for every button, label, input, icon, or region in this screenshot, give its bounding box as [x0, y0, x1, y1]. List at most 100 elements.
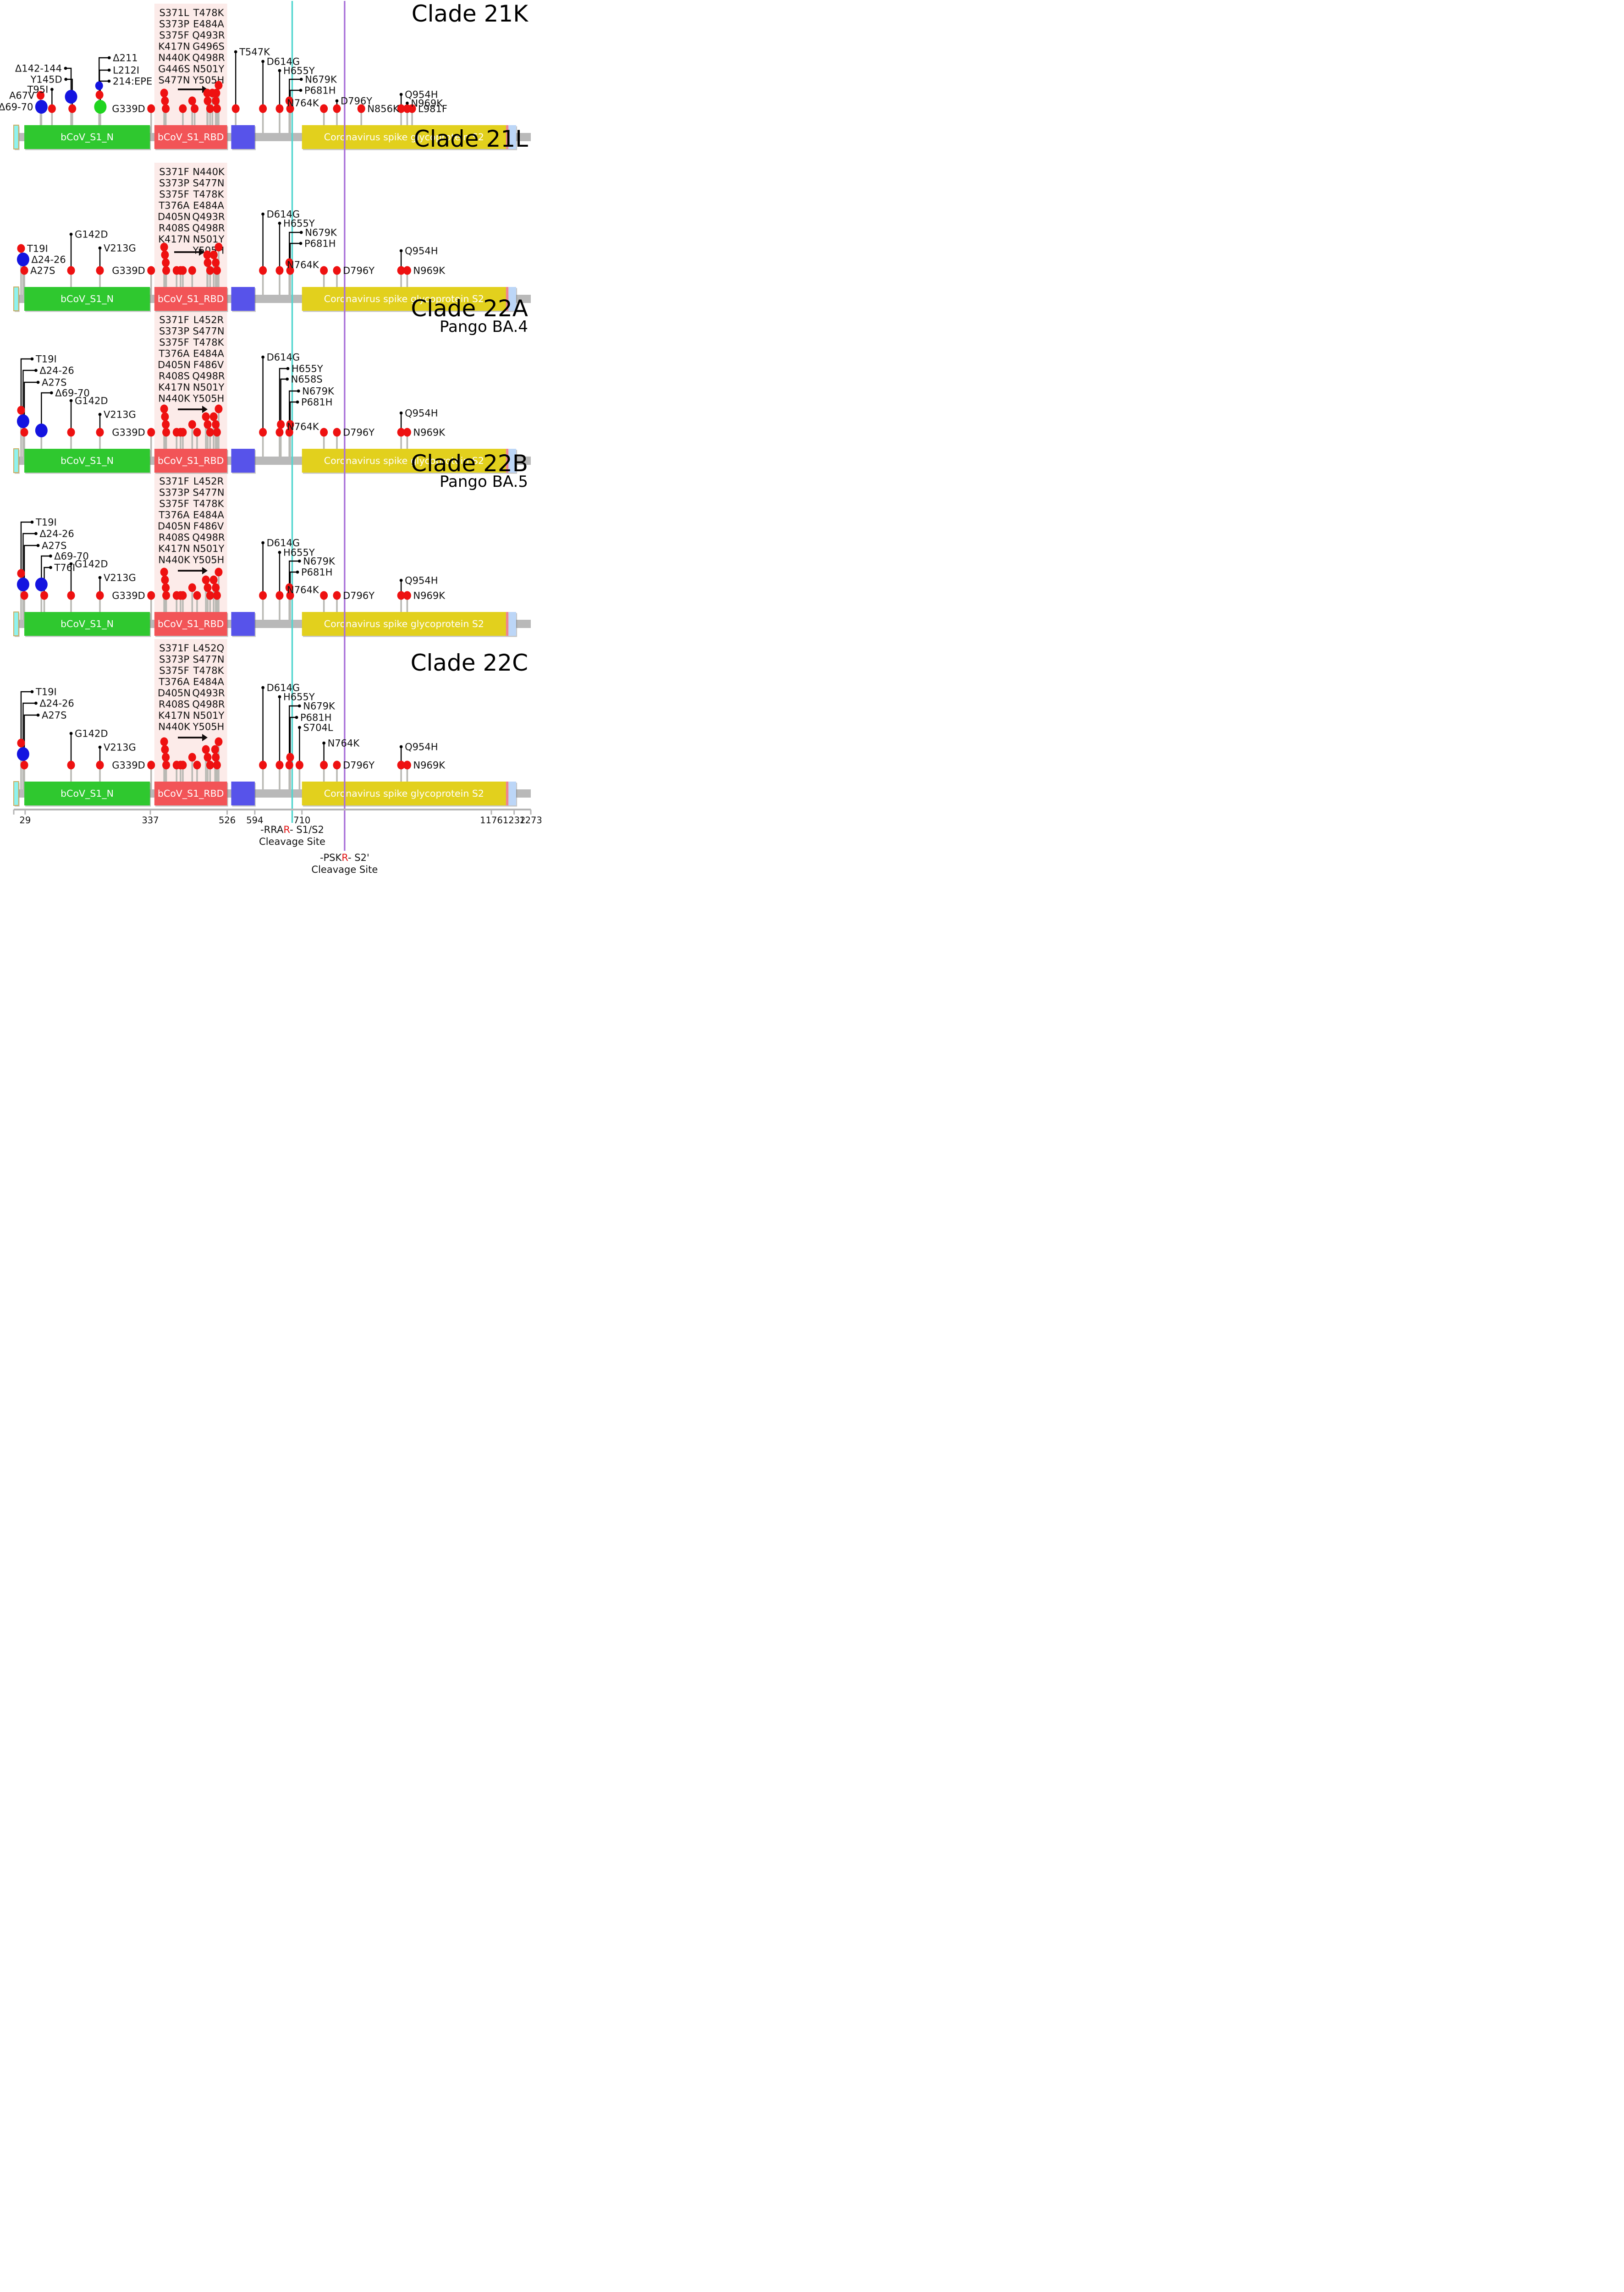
lollipop-L452R [193, 428, 201, 437]
lollipop-N440K [188, 266, 196, 275]
lollipop-G496S [212, 88, 220, 98]
cleavage-caption-segment: R [341, 852, 348, 863]
lollipop-H655Y [275, 591, 284, 600]
lollipop-N764K [320, 591, 328, 600]
rbd-list-entry: N501Y [193, 710, 225, 721]
domain-label-spike-S2: Coronavirus spike glycoprotein S2 [324, 293, 484, 304]
domain-label-spike-S2: Coronavirus spike glycoprotein S2 [324, 618, 484, 629]
mutation-label-V213G: V213G [104, 243, 136, 254]
lollipop-T478K [204, 258, 212, 267]
domain-label-spike-S2: Coronavirus spike glycoprotein S2 [324, 788, 484, 799]
cleavage-caption2-s2prime: Cleavage Site [311, 864, 378, 875]
lollipop-N501Y [213, 760, 221, 770]
pango-subtitle-22A: Pango BA.4 [440, 318, 528, 336]
domain-box-ct-domain [508, 287, 517, 311]
lollipop-Q954H [397, 428, 405, 437]
rbd-list-entry: E484A [193, 200, 224, 211]
lollipop-P681H [286, 753, 294, 762]
mutation-label-N856K: N856K [367, 104, 400, 115]
mutation-label-G142D: G142D [75, 728, 108, 739]
label-dot-icon [298, 726, 301, 729]
axis-tick-label-1232: 1232 [503, 815, 526, 826]
domain-box-bCoV_S1_RBD [154, 782, 227, 805]
arrow-head-icon [202, 734, 208, 741]
rbd-list-entry: T478K [193, 189, 225, 200]
lollipop-A27S [20, 760, 28, 770]
mutation-label-S704L: S704L [303, 722, 333, 733]
label-dot-icon [261, 60, 265, 63]
lollipop-A67V [37, 91, 45, 100]
mutation-label-N969K: N969K [413, 760, 446, 771]
lollipop-N969K [403, 760, 411, 770]
clade-title-22A: Clade 22A [411, 295, 528, 322]
lollipop-Δ24-26 [17, 253, 29, 266]
lollipop-N764K [320, 428, 328, 437]
lollipop-G142D [67, 760, 75, 770]
lollipop-H655Y [275, 104, 284, 113]
mutation-label-V213G: V213G [104, 573, 136, 584]
rbd-list-entry: K417N [158, 710, 190, 721]
mutation-label-A67V: A67V [9, 90, 35, 101]
label-dot-icon [278, 551, 281, 554]
rbd-list-entry: S375F [159, 189, 189, 200]
domain-box-signal-peptide [13, 286, 19, 311]
label-dot-icon [297, 704, 301, 708]
lollipop-V213G [96, 266, 104, 275]
label-dot-icon [69, 732, 73, 735]
mutation-label-P681H: P681H [304, 238, 336, 249]
lollipop-Q498R [212, 753, 220, 762]
lollipop-L212I [95, 90, 104, 99]
arrow-to-y505h [178, 406, 208, 413]
lollipop-G339D [147, 591, 155, 600]
rbd-list-entry: F486V [193, 521, 224, 532]
rbd-list-entry: S371L [159, 7, 189, 18]
label-dot-icon [286, 367, 290, 370]
mutation-label-G142D: G142D [75, 559, 108, 570]
mutation-label-P681H: P681H [301, 567, 333, 578]
mutation-label-Y145D: Y145D [30, 74, 62, 85]
label-dot-icon [36, 713, 40, 717]
domain-box-sliver-1212 [506, 782, 509, 805]
lollipop-N679K [285, 428, 293, 437]
mutation-label-Q954H: Q954H [405, 408, 438, 419]
lollipop-K417N [179, 266, 187, 275]
clade-title-22C: Clade 22C [411, 650, 528, 676]
label-connector [289, 78, 302, 101]
label-connector [22, 369, 36, 421]
label-connector [20, 691, 32, 743]
lollipop-S375F [162, 753, 170, 762]
lollipop-S371F [160, 737, 168, 746]
mutation-label-T19I: T19I [27, 243, 48, 254]
mutation-label-D796Y: D796Y [343, 427, 374, 438]
label-dot-icon [50, 88, 54, 91]
lollipop-T376A [162, 266, 171, 275]
lollipop-N679K [285, 96, 293, 105]
lollipop-T19I [17, 406, 25, 415]
clade-title-22B: Clade 22B [411, 450, 528, 477]
mutation-label-D796Y: D796Y [341, 96, 372, 107]
cleavage-caption-segment: - S2' [348, 852, 369, 863]
layer-cleavage-lines [291, 1, 346, 851]
rbd-list-entry: S373P [159, 654, 189, 665]
rbd-list-entry: N440K [193, 166, 225, 177]
mutation-label-G339D: G339D [112, 427, 145, 438]
label-dot-icon [64, 77, 68, 81]
mutation-label-A27S: A27S [42, 540, 66, 551]
rbd-list-entry: T376A [158, 677, 190, 688]
domain-box-spike-S2 [302, 287, 506, 311]
rbd-list-entry: K417N [158, 543, 190, 554]
lollipop-N501Y [213, 266, 221, 275]
lollipop-G142D [67, 428, 75, 437]
mutation-label-Δ211: Δ211 [113, 53, 138, 64]
rbd-list-entry: N501Y [193, 543, 225, 554]
mutation-label-G339D: G339D [112, 590, 145, 601]
mutation-label-N679K: N679K [302, 386, 335, 397]
domain-box-domain-536-594 [231, 782, 255, 805]
mutation-label-P681H: P681H [301, 397, 333, 408]
rbd-list-entry: S371F [159, 643, 189, 654]
rbd-list-entry: S373P [159, 178, 189, 189]
mutation-label-N969K: N969K [411, 98, 443, 109]
rbd-list-entry: N440K [158, 722, 191, 733]
